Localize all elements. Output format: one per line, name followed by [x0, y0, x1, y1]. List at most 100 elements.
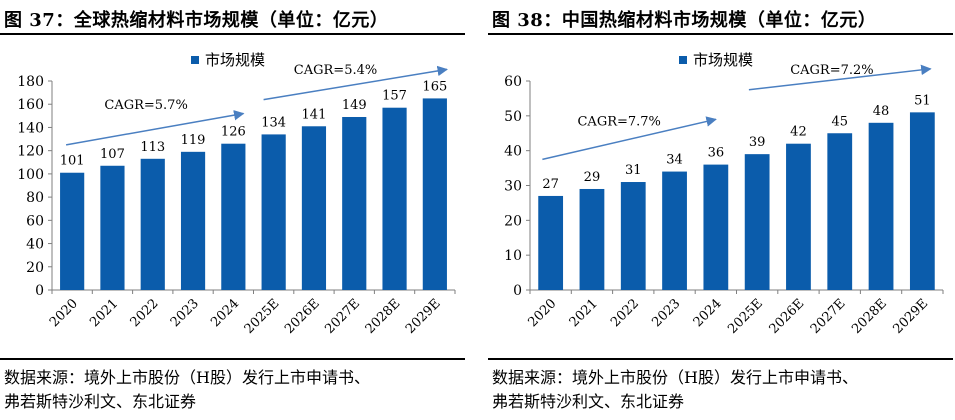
- y-tick-label: 140: [17, 120, 44, 136]
- bar: [538, 195, 564, 290]
- source-divider: [488, 358, 953, 360]
- y-tick-label: 60: [26, 213, 44, 229]
- bar: [261, 134, 286, 290]
- bar: [382, 107, 407, 290]
- legend-label: 市场规模: [693, 51, 753, 69]
- x-tick-label: 2023: [649, 296, 683, 330]
- x-tick-label: 2022: [128, 296, 162, 330]
- data-label: 51: [914, 93, 931, 108]
- x-tick-label: 2021: [567, 296, 601, 330]
- bar: [786, 143, 811, 290]
- x-tick-label: 2028E: [849, 296, 890, 337]
- bar: [100, 165, 125, 290]
- x-tick-label: 2022: [608, 296, 642, 330]
- bar: [140, 158, 165, 290]
- bar: [662, 171, 687, 290]
- data-label: 107: [100, 147, 125, 162]
- data-label: 48: [873, 104, 890, 119]
- x-tick-label: 2026E: [767, 296, 808, 337]
- y-tick-label: 100: [17, 167, 44, 183]
- legend-label: 市场规模: [205, 51, 265, 69]
- data-label: 27: [542, 177, 559, 192]
- data-label: 113: [140, 140, 165, 155]
- source-note: 数据来源：境外上市股份（H股）发行上市申请书、 弗若斯特沙利文、东北证券: [4, 366, 464, 414]
- bar: [221, 143, 246, 290]
- y-tick-label: 120: [17, 144, 44, 160]
- cagr-label: CAGR=5.4%: [294, 63, 377, 78]
- chart-title: 图 38：中国热缩材料市场规模（单位：亿元）: [492, 10, 877, 31]
- y-tick-label: 180: [17, 74, 44, 90]
- y-tick-label: 20: [26, 260, 44, 276]
- source-line: 数据来源：境外上市股份（H股）发行上市申请书、: [4, 368, 370, 387]
- bar: [301, 126, 327, 291]
- y-tick-label: 80: [26, 190, 44, 206]
- y-tick-label: 50: [504, 109, 522, 125]
- x-tick-label: 2024: [208, 296, 242, 330]
- data-label: 126: [221, 125, 246, 140]
- x-tick-label: 2027E: [322, 296, 363, 337]
- y-tick-label: 10: [504, 248, 522, 264]
- y-tick-label: 20: [504, 213, 522, 229]
- y-tick-label: 60: [504, 74, 522, 90]
- x-tick-label: 2023: [168, 296, 202, 330]
- bar: [868, 122, 894, 290]
- bar-chart-global: 市场规模 0 20 40 60 80 100 120 140 160 180 101 2020 107 20…: [17, 51, 456, 337]
- y-tick-label: 0: [513, 283, 522, 299]
- bar: [703, 164, 729, 290]
- y-tick-label: 40: [504, 144, 522, 160]
- y-tick-label: 0: [35, 283, 44, 299]
- cagr-label: CAGR=5.7%: [104, 98, 187, 113]
- y-tick-label: 160: [17, 97, 44, 113]
- x-tick-label: 2028E: [363, 296, 404, 337]
- bar: [909, 112, 935, 290]
- bar-chart-china: 市场规模 0 10 20 30 40 50 60 27 2020 29 2021 31 2022 34 202…: [504, 51, 944, 337]
- chart-title: 图 37：全球热缩材料市场规模（单位：亿元）: [4, 10, 389, 31]
- data-label: 165: [422, 79, 447, 94]
- x-tick-label: 2025E: [725, 296, 766, 337]
- legend-swatch: [191, 56, 199, 64]
- y-tick-label: 30: [504, 179, 522, 195]
- bar: [342, 116, 367, 290]
- title-divider: [488, 33, 953, 35]
- data-label: 119: [181, 133, 206, 148]
- cagr-arrow: [542, 116, 717, 161]
- bar: [60, 172, 85, 290]
- x-tick-label: 2027E: [808, 296, 849, 337]
- x-tick-label: 2024: [691, 296, 725, 330]
- x-tick-label: 2020: [525, 296, 559, 330]
- data-label: 101: [60, 154, 85, 169]
- data-label: 157: [382, 89, 407, 104]
- bar: [579, 188, 605, 290]
- cagr-arrow: [263, 65, 448, 101]
- x-tick-label: 2025E: [242, 296, 283, 337]
- y-tick-label: 40: [26, 237, 44, 253]
- data-label: 34: [666, 153, 683, 168]
- source-line: 数据来源：境外上市股份（H股）发行上市申请书、: [492, 368, 858, 387]
- source-divider: [0, 358, 465, 360]
- data-label: 141: [302, 107, 327, 122]
- x-tick-label: 2029E: [890, 296, 931, 337]
- source-note: 数据来源：境外上市股份（H股）发行上市申请书、 弗若斯特沙利文、东北证券: [492, 366, 952, 414]
- x-tick-label: 2020: [47, 296, 81, 330]
- data-label: 42: [790, 125, 807, 140]
- cagr-label: CAGR=7.7%: [577, 115, 660, 130]
- bar: [180, 151, 206, 290]
- bar: [744, 154, 770, 290]
- data-label: 29: [584, 170, 601, 185]
- data-label: 134: [261, 115, 286, 130]
- data-label: 31: [625, 163, 642, 178]
- data-label: 45: [831, 114, 848, 129]
- cagr-arrow: [748, 64, 932, 91]
- chart-panel-global: 图 37：全球热缩材料市场规模（单位：亿元） 市场规模 0 20 40 60 80 100 1…: [0, 0, 470, 420]
- x-tick-label: 2026E: [282, 296, 323, 337]
- chart-panel-china: 图 38：中国热缩材料市场规模（单位：亿元） 市场规模 0 10 20 30 40 50 60…: [488, 0, 955, 420]
- bar: [422, 98, 447, 290]
- x-tick-label: 2021: [87, 296, 121, 330]
- bar: [827, 133, 853, 290]
- cagr-arrow: [65, 109, 245, 146]
- data-label: 39: [749, 135, 766, 150]
- cagr-label: CAGR=7.2%: [790, 63, 873, 78]
- source-line: 弗若斯特沙利文、东北证券: [4, 392, 197, 411]
- legend-swatch: [679, 56, 687, 64]
- data-label: 36: [708, 146, 725, 161]
